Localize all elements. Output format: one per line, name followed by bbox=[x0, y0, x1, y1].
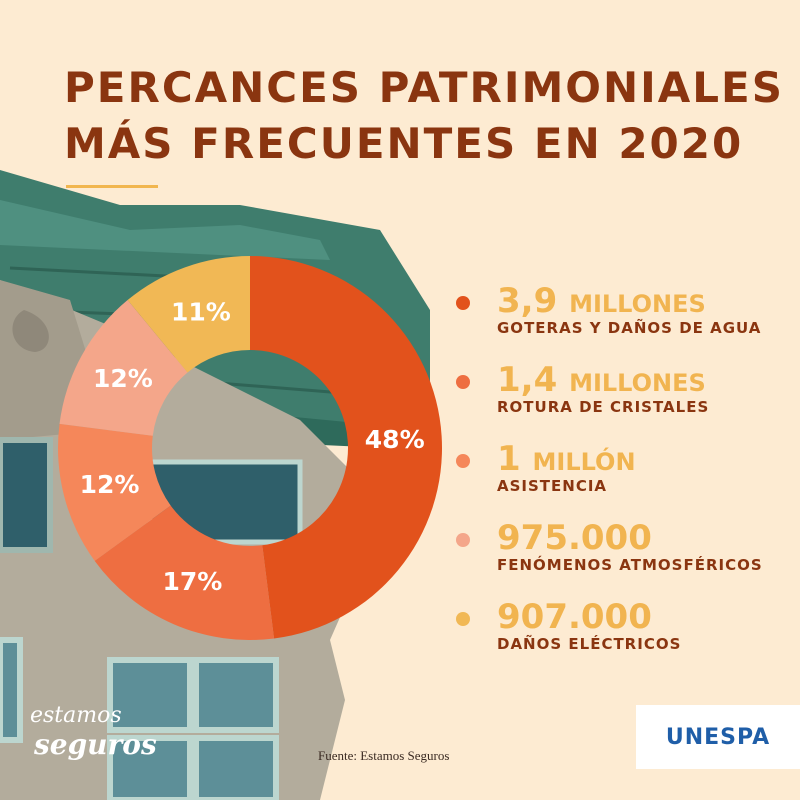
legend-dot bbox=[456, 375, 470, 389]
legend-dot bbox=[456, 296, 470, 310]
donut-slice bbox=[59, 300, 188, 436]
donut-slice bbox=[58, 423, 171, 561]
legend-value: 975.000 bbox=[497, 518, 652, 558]
estamos-seguros-logo: estamos seguros bbox=[30, 703, 157, 761]
source-note: Fuente: Estamos Seguros bbox=[318, 748, 450, 763]
legend-value: 907.000 bbox=[497, 597, 652, 637]
legend-label: FENÓMENOS ATMOSFÉRICOS bbox=[497, 556, 763, 574]
title-underline bbox=[66, 185, 158, 188]
legend-label: GOTERAS Y DAÑOS DE AGUA bbox=[497, 319, 762, 337]
donut-slice bbox=[94, 505, 275, 640]
legend-dot bbox=[456, 533, 470, 547]
legend-label: DAÑOS ELÉCTRICOS bbox=[497, 635, 682, 653]
slice-label: 11% bbox=[171, 298, 231, 327]
title-line-1: PERCANCES PATRIMONIALES bbox=[64, 63, 784, 112]
unespa-logo: UNESPA bbox=[636, 705, 800, 769]
legend-dot bbox=[456, 612, 470, 626]
svg-text:estamos: estamos bbox=[30, 703, 122, 728]
legend-value: 1,4 MILLONES bbox=[497, 360, 706, 400]
legend-dot bbox=[456, 454, 470, 468]
legend-label: ROTURA DE CRISTALES bbox=[497, 398, 710, 416]
donut-slice bbox=[127, 256, 250, 373]
slice-label: 17% bbox=[162, 567, 222, 596]
unespa-logo-text: UNESPA bbox=[665, 724, 771, 750]
slice-label: 12% bbox=[93, 364, 153, 393]
title-line-2: MÁS FRECUENTES EN 2020 bbox=[64, 119, 744, 168]
slice-label: 12% bbox=[80, 470, 140, 499]
donut-slice bbox=[250, 256, 443, 639]
slice-label: 48% bbox=[365, 425, 425, 454]
page-title: PERCANCES PATRIMONIALES MÁS FRECUENTES E… bbox=[64, 60, 784, 172]
legend-value: 1 MILLÓN bbox=[497, 439, 636, 479]
legend-label: ASISTENCIA bbox=[497, 477, 608, 495]
legend-value: 3,9 MILLONES bbox=[497, 281, 706, 321]
svg-text:seguros: seguros bbox=[33, 728, 157, 761]
